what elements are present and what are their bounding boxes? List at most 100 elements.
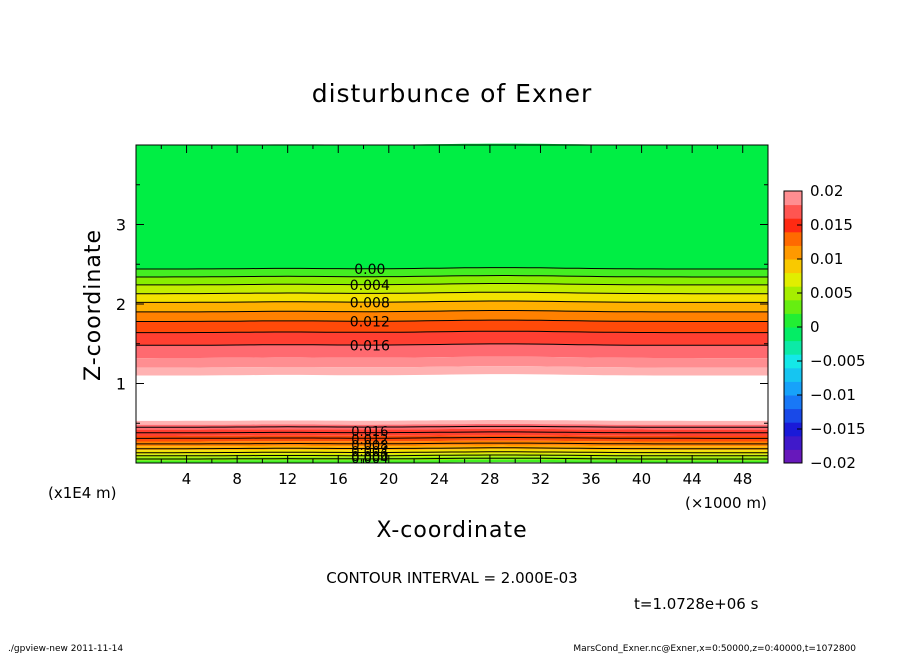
contour-band: [136, 420, 768, 425]
footer-left: ./gpview-new 2011-11-14: [8, 644, 123, 654]
x-tick-label: 40: [632, 470, 651, 488]
colorbar-tick-label: −0.005: [810, 352, 866, 370]
contour-band: [136, 301, 768, 312]
contour-line: [136, 267, 768, 270]
colorbar-tick-label: −0.01: [810, 386, 856, 404]
contour-line: [136, 437, 768, 439]
contour-line: [136, 447, 768, 450]
y-tick-label: 3: [116, 216, 126, 235]
x-tick-label: 4: [182, 470, 192, 488]
contour-line: [136, 291, 768, 295]
y-axis-ticks: 1 2 3: [116, 184, 768, 424]
contour-band: [136, 435, 768, 442]
contour-label: 0.000: [351, 450, 388, 465]
colorbar-segment: [784, 381, 802, 396]
contour-interval-text: CONTOUR INTERVAL = 2.000E-03: [326, 569, 577, 587]
colorbar-segment: [784, 449, 802, 464]
y-axis-label: Z-coordinate: [81, 229, 106, 381]
x-scale-label: (×1000 m): [685, 494, 767, 512]
colorbar-tick-label: 0.01: [810, 250, 843, 268]
colorbar-segment: [784, 422, 802, 437]
colorbar-segment: [784, 272, 802, 287]
contour-band: [136, 366, 768, 376]
contour-line: [136, 319, 768, 322]
x-tick-label: 24: [430, 470, 449, 488]
contour-band: [136, 459, 768, 463]
colorbar-tick-label: −0.015: [810, 420, 866, 438]
x-tick-label: 36: [581, 470, 600, 488]
y-tick-label: 2: [116, 295, 126, 314]
x-axis-label: X-coordinate: [376, 518, 527, 543]
contour-line: [136, 431, 768, 434]
contour-band: [136, 292, 768, 303]
colorbar-segment: [784, 340, 802, 355]
colorbar-segment: [784, 395, 802, 410]
x-tick-label: 12: [278, 470, 297, 488]
contour-band: [136, 320, 768, 333]
plot-area: [136, 143, 768, 463]
colorbar-tick-label: 0.005: [810, 284, 853, 302]
colorbar-segment: [784, 259, 802, 274]
contour-line: [136, 283, 768, 286]
contour-band: [136, 343, 768, 359]
colorbar-segment: [784, 245, 802, 260]
x-tick-label: 44: [683, 470, 702, 488]
contour-label: 0.00: [354, 262, 385, 278]
colorbar-segment: [784, 231, 802, 246]
contour-label: 0.004: [351, 452, 388, 467]
colorbar-tick-label: 0: [810, 318, 820, 336]
contour-line: [136, 274, 768, 278]
contour-label: 0.016: [351, 425, 388, 440]
y-scale-label: (x1E4 m): [48, 484, 117, 502]
colorbar-segment: [784, 204, 802, 219]
contour-line: [136, 454, 768, 457]
contour-label: 0.012: [350, 314, 390, 330]
contour-line: [136, 300, 768, 303]
x-tick-label: 20: [379, 470, 398, 488]
contour-band: [136, 331, 768, 346]
x-tick-label: 48: [733, 470, 752, 488]
colorbar-segment: [784, 299, 802, 314]
colorbar-segment: [784, 435, 802, 450]
time-label: t=1.0728e+06 s: [634, 595, 759, 613]
contour-lines: [136, 267, 768, 460]
contour-line: [136, 451, 768, 454]
x-axis-ticks: 4 8 12 16 20 24 28 32 36 40 44 48: [160, 145, 752, 488]
contour-label: 0.008: [351, 439, 388, 454]
colorbar-segment: [784, 313, 802, 328]
footer-right: MarsCond_Exner.nc@Exner,x=0:50000,z=0:40…: [573, 644, 856, 654]
x-tick-label: 32: [531, 470, 550, 488]
contour-band: [136, 356, 768, 368]
colorbar-segment: [784, 191, 802, 206]
chart-title: disturbunce of Exner: [312, 79, 593, 108]
contour-labels: 0.000.0040.0080.0120.0160.0160.0120.0080…: [350, 262, 390, 467]
colorbar-segment: [784, 408, 802, 423]
colorbar-segment: [784, 367, 802, 382]
colorbar-tick-labels: 0.02 0.015 0.01 0.005 0 −0.005 −0.01 −0.015 −0.0…: [797, 182, 866, 472]
contour-line: [136, 330, 768, 334]
contour-line: [136, 457, 768, 460]
contour-band: [136, 267, 768, 277]
contour-line: [136, 425, 768, 428]
colorbar-segment: [784, 286, 802, 301]
colorbar-tick-label: 0.015: [810, 216, 853, 234]
colorbar-segment: [784, 354, 802, 369]
contour-line: [136, 310, 768, 313]
colorbar-segment: [784, 327, 802, 342]
contour-label: 0.004: [351, 445, 388, 460]
contour-label: 0.004: [350, 278, 390, 294]
contour-line: [136, 442, 768, 445]
contour-label: 0.008: [350, 295, 390, 311]
colorbar-tick-label: 0.02: [810, 182, 843, 200]
contour-line: [136, 343, 768, 346]
x-tick-label: 8: [232, 470, 242, 488]
contour-band: [136, 143, 768, 269]
contour-band: [136, 283, 768, 294]
contour-label: 0.012: [351, 433, 388, 448]
contour-label: 0.016: [350, 338, 390, 354]
x-tick-label: 28: [480, 470, 499, 488]
contour-band: [136, 310, 768, 322]
y-tick-label: 1: [116, 375, 126, 394]
x-tick-label: 16: [329, 470, 348, 488]
